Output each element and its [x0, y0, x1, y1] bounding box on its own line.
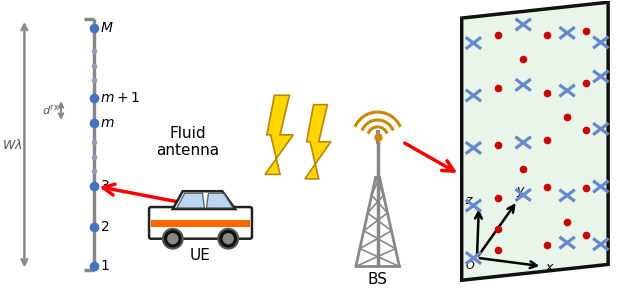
Circle shape — [218, 229, 238, 249]
Text: $z$: $z$ — [464, 194, 474, 207]
Polygon shape — [177, 193, 205, 208]
Text: $y$: $y$ — [516, 185, 526, 199]
Text: $x$: $x$ — [545, 261, 555, 274]
Polygon shape — [206, 193, 233, 208]
FancyBboxPatch shape — [149, 207, 252, 239]
Circle shape — [163, 229, 183, 249]
Text: Fluid
antenna: Fluid antenna — [156, 126, 219, 158]
Circle shape — [168, 234, 178, 244]
Polygon shape — [173, 191, 235, 209]
Text: $1$: $1$ — [100, 260, 109, 273]
Text: $M$: $M$ — [100, 21, 113, 35]
Text: $W\lambda$: $W\lambda$ — [2, 138, 22, 152]
FancyBboxPatch shape — [151, 220, 250, 227]
Text: $m$: $m$ — [100, 116, 114, 130]
Circle shape — [223, 234, 233, 244]
Polygon shape — [265, 95, 293, 174]
Text: $3$: $3$ — [100, 179, 109, 193]
Text: $m+1$: $m+1$ — [100, 91, 140, 105]
Text: $2$: $2$ — [100, 220, 109, 234]
Text: $d^{\rm rx}$: $d^{\rm rx}$ — [42, 104, 59, 117]
Text: UE: UE — [190, 248, 211, 263]
Text: $O$: $O$ — [465, 259, 475, 271]
Text: BS: BS — [368, 272, 388, 287]
Polygon shape — [462, 2, 608, 280]
Polygon shape — [305, 105, 331, 179]
